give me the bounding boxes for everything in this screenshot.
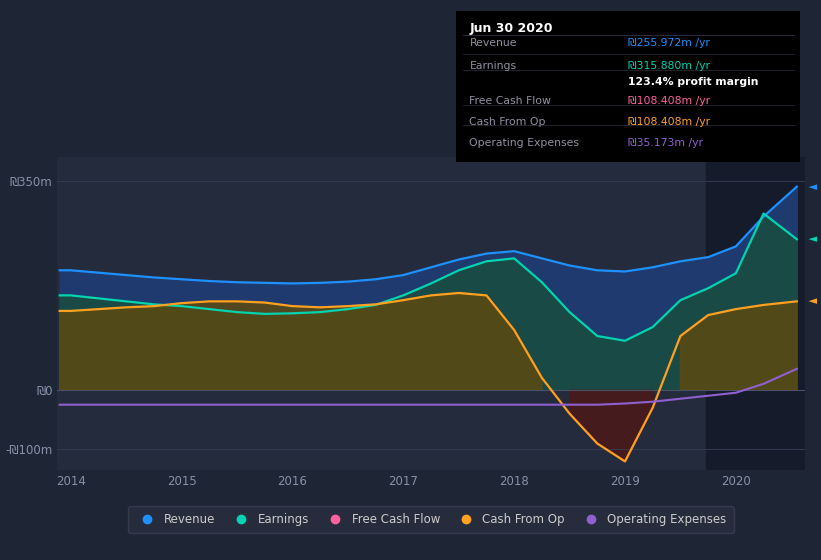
- Text: Revenue: Revenue: [470, 39, 517, 48]
- Text: ₪35.173m /yr: ₪35.173m /yr: [628, 138, 703, 148]
- Text: ₪255.972m /yr: ₪255.972m /yr: [628, 39, 710, 48]
- Text: ₪108.408m /yr: ₪108.408m /yr: [628, 96, 710, 106]
- Text: Operating Expenses: Operating Expenses: [470, 138, 580, 148]
- Text: 123.4% profit margin: 123.4% profit margin: [628, 77, 759, 87]
- Bar: [706, 157, 805, 470]
- Text: ₪108.408m /yr: ₪108.408m /yr: [628, 117, 710, 127]
- Legend: Revenue, Earnings, Free Cash Flow, Cash From Op, Operating Expenses: Revenue, Earnings, Free Cash Flow, Cash …: [128, 506, 734, 534]
- Text: ◄: ◄: [805, 296, 817, 306]
- Text: ₪315.880m /yr: ₪315.880m /yr: [628, 61, 710, 71]
- Text: Cash From Op: Cash From Op: [470, 117, 546, 127]
- Text: Free Cash Flow: Free Cash Flow: [470, 96, 552, 106]
- Text: ◄: ◄: [805, 181, 817, 192]
- Text: ◄: ◄: [805, 234, 817, 244]
- Text: Earnings: Earnings: [470, 61, 516, 71]
- Text: Jun 30 2020: Jun 30 2020: [470, 22, 553, 35]
